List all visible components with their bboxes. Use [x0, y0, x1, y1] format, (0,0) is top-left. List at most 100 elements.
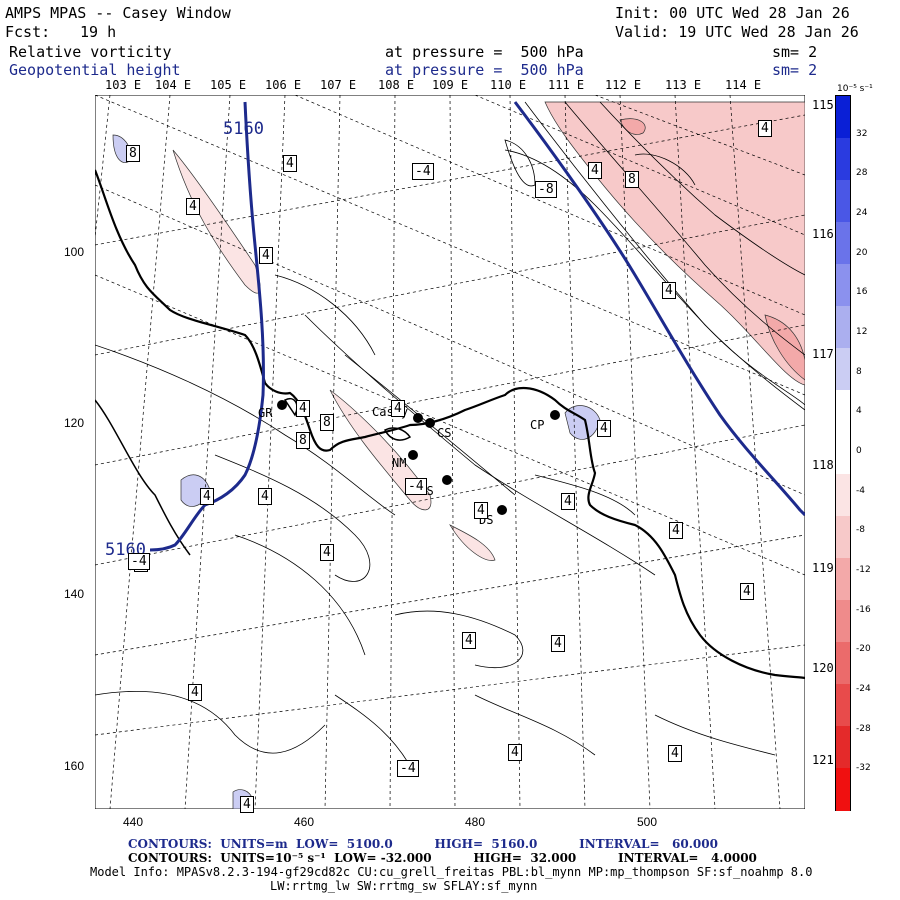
colorbar-unit-label: 10⁻⁵ s⁻¹ — [837, 84, 873, 94]
colorbar-segment — [836, 432, 850, 475]
footer-physics-info: LW:rrtmg_lw SW:rrtmg_sw SFLAY:sf_mynn — [270, 879, 538, 893]
colorbar-segment — [836, 768, 850, 811]
colorbar-tick-label: 8 — [856, 366, 862, 377]
vorticity-contour-label: 8 — [320, 414, 334, 431]
vorticity-contour-label: -4 — [405, 478, 427, 495]
vorticity-contour-label: 8 — [296, 432, 310, 449]
colorbar — [835, 95, 851, 811]
field2-level: at pressure = 500 hPa — [385, 61, 584, 79]
forecast-hour: 19 h — [80, 23, 117, 41]
longitude-label-top: 109 E — [432, 78, 469, 92]
colorbar-tick-label: -20 — [856, 644, 871, 655]
vorticity-contour-label: 4 — [240, 796, 254, 813]
vorticity-contour-label: -8 — [535, 181, 557, 198]
colorbar-segment — [836, 138, 850, 181]
colorbar-tick-label: 0 — [856, 446, 862, 456]
colorbar-segment — [836, 600, 850, 643]
colorbar-tick-label: 32 — [856, 128, 868, 139]
plot-title: AMPS MPAS -- Casey Window — [5, 4, 231, 22]
vorticity-contour-label: -4 — [397, 760, 419, 777]
vorticity-contour-label: 4 — [186, 198, 200, 215]
longitude-label-top: 104 E — [155, 78, 192, 92]
colorbar-segment — [836, 474, 850, 517]
colorbar-tick-label: -4 — [856, 485, 865, 496]
colorbar-segment — [836, 264, 850, 307]
field2-name: Geopotential height — [9, 61, 181, 79]
vorticity-contour-label: 4 — [391, 400, 405, 417]
y-axis-tick: 100 — [64, 245, 85, 259]
station-cp — [550, 410, 560, 420]
colorbar-segment — [836, 306, 850, 349]
colorbar-segment — [836, 516, 850, 559]
x-axis-tick: 460 — [294, 815, 315, 829]
colorbar-tick-label: 4 — [856, 406, 862, 417]
colorbar-segment — [836, 348, 850, 391]
vorticity-contour-label: 4 — [259, 247, 273, 264]
footer-height-contours: CONTOURS: UNITS=m LOW= 5100.0 HIGH= 5160… — [128, 837, 718, 851]
vorticity-contour-label: -4 — [128, 553, 150, 570]
vorticity-contour-label: 8 — [126, 145, 140, 162]
x-axis-tick: 480 — [465, 815, 486, 829]
longitude-label-top: 103 E — [105, 78, 142, 92]
vorticity-contour-label: 4 — [188, 684, 202, 701]
y-axis-tick: 140 — [64, 587, 85, 601]
station-label-gr: GR — [258, 406, 273, 420]
vorticity-contour-label: -4 — [412, 163, 434, 180]
vorticity-contour-label: 4 — [669, 522, 683, 539]
field1-name: Relative vorticity — [9, 43, 172, 61]
vorticity-contour-label: 8 — [625, 171, 639, 188]
colorbar-tick-label: -12 — [856, 565, 871, 575]
longitude-label-top: 105 E — [210, 78, 247, 92]
field1-level: at pressure = 500 hPa — [385, 43, 584, 61]
station-ds — [497, 505, 507, 515]
x-axis-tick: 440 — [123, 815, 144, 829]
colorbar-tick-label: 16 — [856, 287, 868, 298]
height-contour-east — [513, 101, 805, 517]
station-casey — [413, 413, 423, 423]
field1-smoothing: sm= 2 — [772, 43, 818, 61]
vorticity-contour-label: 4 — [508, 744, 522, 761]
valid-time: Valid: 19 UTC Wed 28 Jan 26 — [615, 23, 859, 41]
station-markers — [277, 400, 560, 515]
station-label-cs: CS — [437, 426, 452, 440]
vorticity-contour-label: 4 — [588, 162, 602, 179]
station-nks — [442, 475, 452, 485]
station-label-cp: CP — [530, 418, 545, 432]
station-gr — [277, 400, 287, 410]
vorticity-contour-label: 4 — [462, 632, 476, 649]
height-contour-label-north: 5160 — [223, 119, 264, 139]
station-nm — [408, 450, 418, 460]
colorbar-tick-label: -8 — [856, 525, 865, 536]
longitude-label-top: 107 E — [320, 78, 357, 92]
negative-vorticity-region-ne — [544, 101, 805, 386]
vorticity-contour-label: 4 — [296, 400, 310, 417]
longitude-label-top: 112 E — [605, 78, 642, 92]
colorbar-tick-label: 24 — [856, 208, 868, 218]
colorbar-segment — [836, 180, 850, 223]
colorbar-tick-label: 12 — [856, 327, 868, 337]
vorticity-contour-label: 4 — [258, 488, 272, 505]
colorbar-tick-label: 28 — [856, 168, 868, 179]
station-label-nm: NM — [392, 456, 407, 470]
colorbar-segment — [836, 558, 850, 601]
longitude-label-top: 110 E — [490, 78, 527, 92]
x-axis-tick: 500 — [637, 815, 658, 829]
station-cs — [425, 418, 435, 428]
colorbar-segment — [836, 96, 850, 139]
colorbar-tick-label: -24 — [856, 684, 871, 694]
vorticity-contour-label: 4 — [597, 420, 611, 437]
y-axis-tick: 120 — [64, 416, 85, 430]
vorticity-contour-label: 4 — [551, 635, 565, 652]
init-time: Init: 00 UTC Wed 28 Jan 26 — [615, 4, 850, 22]
colorbar-segment — [836, 726, 850, 769]
vorticity-contour-label: 4 — [320, 544, 334, 561]
colorbar-tick-label: -28 — [856, 723, 871, 734]
vorticity-contour-label: 4 — [561, 493, 575, 510]
forecast-label: Fcst: — [5, 23, 51, 41]
colorbar-tick-label: 20 — [856, 247, 868, 258]
y-axis-tick: 160 — [64, 759, 85, 773]
vorticity-contour-label: 4 — [474, 502, 488, 519]
footer-vorticity-contours: CONTOURS: UNITS=10⁻⁵ s⁻¹ LOW= -32.000 HI… — [128, 851, 757, 865]
map-panel — [95, 95, 805, 809]
height-contour-west — [149, 101, 265, 552]
